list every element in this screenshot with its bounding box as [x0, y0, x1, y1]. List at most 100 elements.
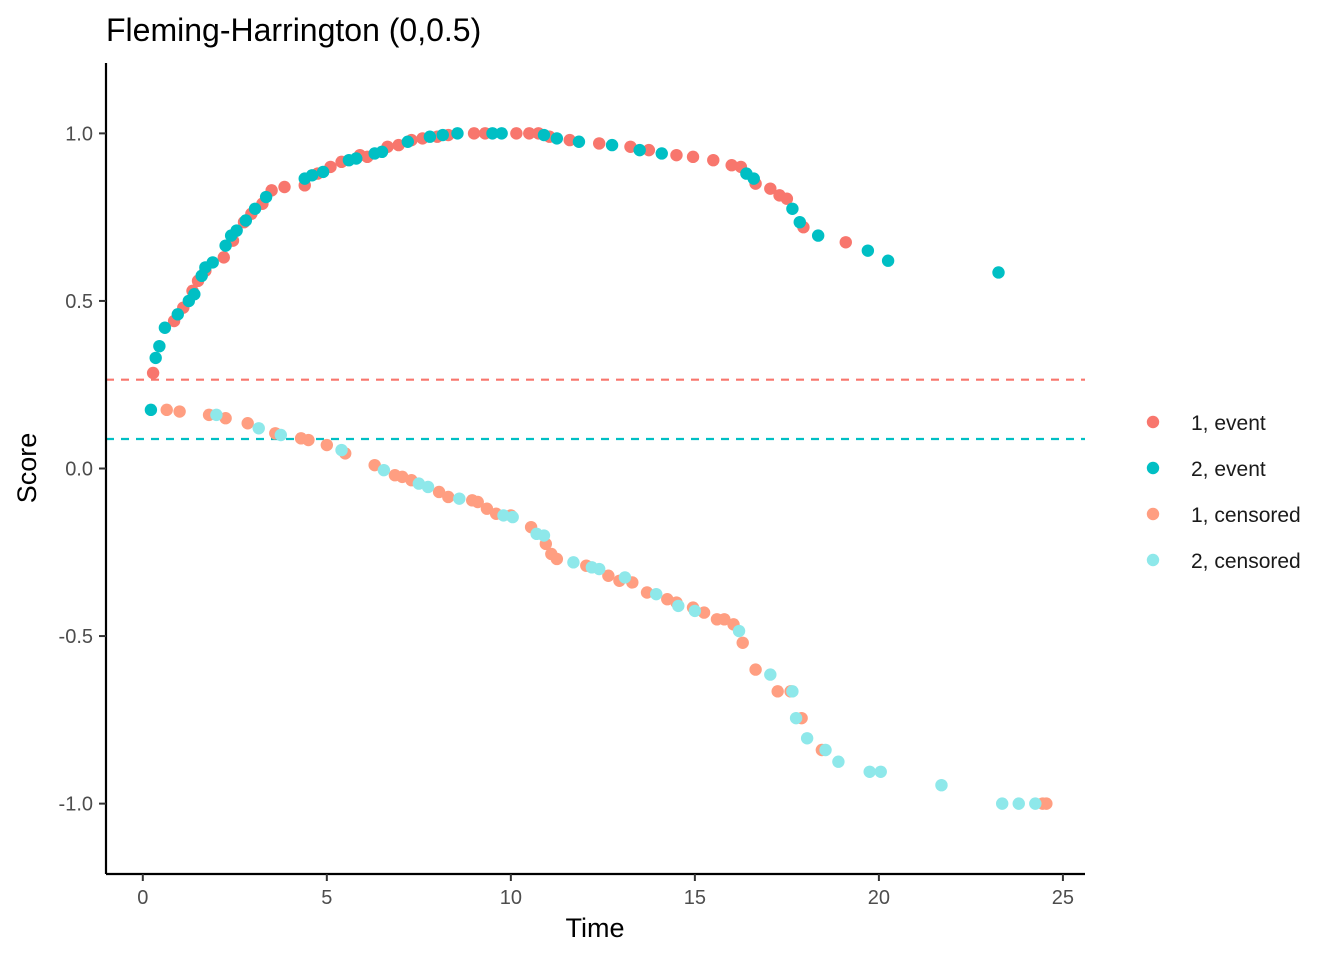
point-series-4	[819, 743, 832, 757]
point-series-3	[302, 433, 315, 447]
legend-label: 1, censored	[1191, 504, 1301, 527]
point-series-4	[377, 463, 391, 477]
point-series-1	[523, 127, 536, 140]
point-series-3	[241, 417, 254, 430]
x-axis-label: Time	[566, 913, 625, 943]
point-series-1	[563, 133, 576, 147]
y-axis-label: Score	[12, 433, 42, 504]
point-series-4	[618, 571, 632, 584]
legend-key	[1146, 461, 1160, 475]
point-series-2	[239, 214, 253, 227]
point-series-1	[592, 137, 606, 150]
data-points	[144, 127, 1053, 810]
point-series-1	[217, 251, 230, 264]
point-series-4	[800, 732, 814, 745]
reference-lines	[106, 378, 1085, 441]
point-series-4	[274, 428, 288, 442]
point-series-1	[686, 150, 700, 164]
legend: 1, event 2, event 1, censored 2, censored	[1146, 412, 1301, 573]
point-series-2	[793, 215, 806, 229]
legend-key	[1146, 553, 1160, 567]
point-series-3	[771, 685, 784, 698]
point-series-2	[655, 147, 668, 160]
point-series-2	[188, 288, 201, 301]
point-series-3	[602, 569, 615, 582]
point-series-4	[421, 480, 435, 494]
point-series-4	[1029, 797, 1042, 810]
point-series-2	[992, 266, 1005, 279]
point-series-3	[697, 606, 711, 619]
legend-label: 2, event	[1191, 458, 1266, 481]
point-series-4	[567, 556, 580, 569]
point-series-1	[642, 143, 656, 157]
point-series-2	[861, 244, 875, 257]
point-series-2	[316, 165, 330, 179]
point-series-3	[1040, 797, 1053, 810]
point-series-1	[467, 127, 481, 140]
point-series-1	[780, 192, 794, 205]
x-ticks: 0 5 10 15 20 25	[137, 874, 1074, 909]
point-series-2	[375, 145, 389, 159]
point-series-2	[572, 135, 586, 148]
point-series-3	[432, 485, 446, 499]
point-series-1	[278, 180, 291, 194]
point-series-3	[718, 613, 731, 626]
point-series-2	[633, 143, 646, 157]
point-series-4	[786, 685, 799, 698]
x-tick-label: 5	[321, 887, 332, 909]
point-series-2	[451, 127, 464, 140]
point-series-4	[252, 422, 265, 435]
point-series-4	[650, 587, 663, 601]
point-series-2	[486, 127, 499, 140]
point-series-2	[149, 351, 162, 365]
point-series-1	[764, 182, 777, 195]
point-series-2	[171, 308, 184, 321]
y-tick-label: 0.0	[65, 459, 93, 481]
point-series-2	[423, 130, 437, 143]
point-series-1	[146, 366, 160, 380]
point-series-2	[350, 152, 363, 165]
point-series-1	[725, 159, 738, 172]
point-series-1	[510, 127, 523, 140]
point-series-4	[210, 408, 223, 422]
point-series-3	[173, 405, 186, 418]
point-series-2	[537, 128, 551, 142]
point-series-3	[640, 586, 654, 599]
point-series-3	[160, 403, 173, 417]
point-series-3	[368, 458, 381, 472]
x-tick-label: 10	[500, 887, 522, 909]
point-series-3	[442, 490, 455, 504]
point-series-2	[230, 224, 243, 237]
point-series-3	[736, 636, 749, 649]
axes	[104, 63, 1085, 876]
point-series-3	[320, 438, 334, 452]
x-tick-label: 25	[1052, 887, 1074, 909]
x-tick-label: 0	[137, 887, 148, 909]
y-tick-label: 0.5	[65, 291, 93, 313]
point-series-2	[206, 256, 219, 269]
point-series-2	[219, 239, 232, 252]
legend-label: 1, event	[1191, 412, 1266, 435]
point-series-4	[863, 765, 876, 778]
point-series-1	[670, 148, 683, 162]
point-series-1	[839, 236, 852, 249]
point-series-2	[550, 132, 564, 145]
point-series-2	[811, 229, 825, 242]
point-series-2	[605, 138, 619, 152]
point-series-3	[471, 495, 484, 509]
point-series-2	[747, 172, 760, 185]
point-series-3	[480, 502, 494, 515]
point-series-4	[672, 599, 685, 613]
point-series-4	[995, 797, 1009, 810]
legend-key	[1146, 415, 1160, 429]
point-series-4	[506, 510, 519, 524]
point-series-2	[401, 135, 414, 148]
point-series-1	[707, 153, 720, 167]
point-series-2	[495, 127, 508, 140]
point-series-4	[335, 443, 348, 457]
x-tick-label: 15	[684, 887, 706, 909]
legend-key	[1146, 507, 1160, 521]
point-series-2	[153, 339, 166, 353]
point-series-2	[158, 321, 172, 334]
